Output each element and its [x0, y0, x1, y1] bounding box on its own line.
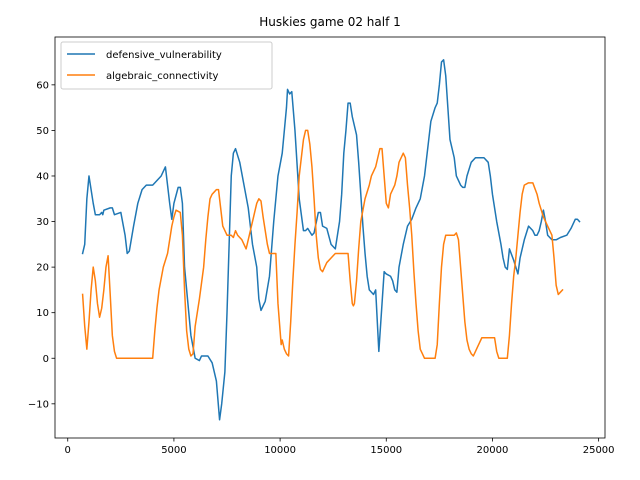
- y-tick-label: 30: [36, 217, 49, 228]
- y-tick-label: 10: [36, 308, 49, 319]
- x-tick-label: 5000: [161, 445, 186, 456]
- x-tick-label: 15000: [370, 445, 402, 456]
- x-tick-label: 10000: [264, 445, 296, 456]
- y-tick-label: 60: [36, 80, 49, 91]
- y-tick-label: 20: [36, 263, 49, 274]
- x-tick-label: 20000: [477, 445, 509, 456]
- plot-area: 0 5000 10000 15000 20000 25000 −10 0 10 20 30 40 50…: [28, 36, 615, 456]
- y-axis: −10 0 10 20 30 40 50 60: [28, 80, 55, 410]
- legend-box: [60, 41, 273, 90]
- y-tick-label: 50: [36, 126, 49, 137]
- y-tick-label: 0: [43, 354, 49, 365]
- chart-title: Huskies game 02 half 1: [259, 15, 401, 29]
- axes-frame: [54, 36, 606, 439]
- series-line-defensive-vulnerability: [81, 59, 581, 421]
- legend: defensive_vulnerability algebraic_connect…: [60, 41, 273, 90]
- x-tick-label: 25000: [583, 445, 615, 456]
- x-axis: 0 5000 10000 15000 20000 25000: [65, 438, 615, 456]
- legend-label: algebraic_connectivity: [106, 71, 219, 82]
- legend-label: defensive_vulnerability: [106, 50, 222, 61]
- y-tick-label: 40: [36, 171, 49, 182]
- series-layer: [81, 59, 581, 421]
- series-line-algebraic-connectivity: [81, 129, 564, 360]
- x-tick-label: 0: [65, 445, 71, 456]
- y-tick-label: −10: [28, 399, 49, 410]
